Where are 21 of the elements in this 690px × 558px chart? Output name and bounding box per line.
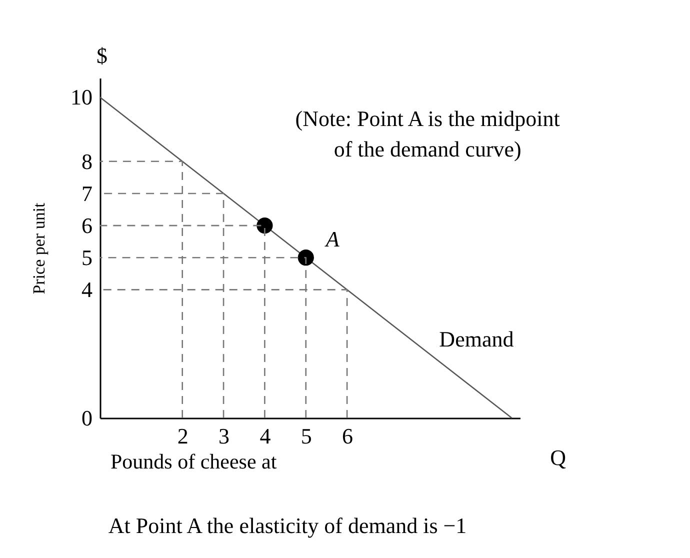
x-axis-title: Pounds of cheese at — [110, 450, 277, 474]
y-tick-label: 7 — [82, 180, 92, 206]
annotation: of the demand curve) — [334, 136, 522, 162]
x-tick-label: 6 — [342, 424, 354, 448]
y-tick-label: 6 — [82, 213, 92, 238]
text: Q — [550, 445, 566, 470]
y-tick-label: 8 — [82, 148, 92, 174]
x-tick-label: 5 — [300, 424, 312, 448]
x-tick-label: 3 — [218, 424, 230, 448]
y-axis-title: Price per unit — [30, 202, 48, 294]
text: At Point A the elasticity of demand is −1 — [108, 513, 467, 538]
y-tick-label: 5 — [82, 245, 92, 270]
annotation: (Note: Point A is the midpoint — [295, 106, 560, 131]
text: $ — [96, 43, 108, 68]
y-tick-label: 4 — [82, 277, 92, 302]
x-tick-label: 2 — [177, 424, 188, 448]
series-label: Demand — [439, 326, 514, 352]
x-tick-label: 4 — [260, 424, 271, 448]
annotation: A — [324, 226, 340, 252]
y-tick-label: 0 — [82, 406, 92, 430]
y-tick-label: 10 — [70, 84, 92, 110]
